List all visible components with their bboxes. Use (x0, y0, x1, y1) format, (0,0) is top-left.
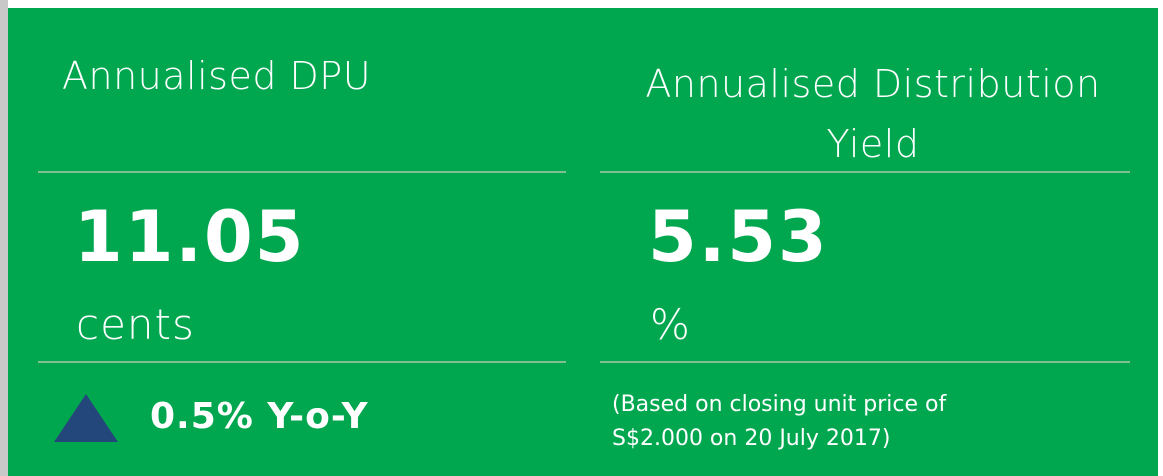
divider (600, 361, 1130, 363)
divider (38, 171, 566, 173)
panel-value: 11.05 (74, 196, 306, 278)
left-border (0, 0, 8, 476)
panel-unit: cents (76, 300, 195, 349)
panel-title: Annualised DPU (62, 54, 372, 98)
background (8, 8, 1158, 476)
divider (38, 361, 566, 363)
change-label: 0.5% Y-o-Y (150, 396, 369, 437)
triangle (54, 394, 118, 442)
divider (600, 171, 1130, 173)
panel-unit: % (650, 300, 691, 349)
panel-title: Annualised Distribution Yield (645, 62, 1101, 166)
up-arrow-icon (54, 394, 118, 442)
panel-value: 5.53 (648, 196, 829, 278)
note: (Based on closing unit price of S$2.000 … (612, 392, 947, 451)
